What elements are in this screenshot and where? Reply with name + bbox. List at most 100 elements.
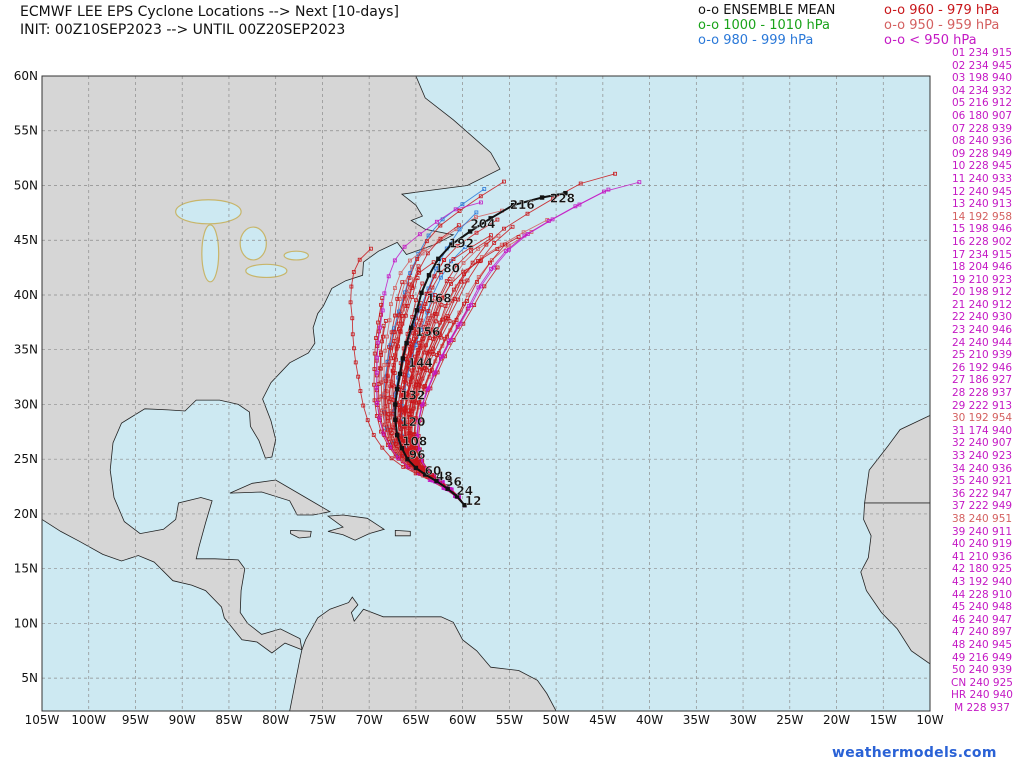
member-point xyxy=(412,449,417,454)
member-point xyxy=(393,286,397,290)
legend-980-999: o-o 980 - 999 hPa xyxy=(698,33,814,48)
mean-track-point xyxy=(539,195,545,200)
member-entry: 38 240 951 xyxy=(951,512,1013,525)
lat-tick-label: 55N xyxy=(14,124,38,138)
member-entry: 24 240 944 xyxy=(951,336,1013,349)
member-point xyxy=(381,391,386,396)
member-point xyxy=(478,194,483,199)
member-entry: 13 240 913 xyxy=(951,198,1013,211)
member-point xyxy=(484,242,489,247)
member-point xyxy=(412,362,416,367)
member-point xyxy=(445,334,450,339)
member-point xyxy=(407,275,412,280)
member-point xyxy=(414,383,418,388)
member-point xyxy=(465,292,470,297)
ensemble-member-list: 01 234 915 02 234 945 03 198 940 04 234 932… xyxy=(940,47,1024,714)
member-point xyxy=(503,242,507,247)
mean-track-point xyxy=(563,190,568,196)
chart-title: ECMWF LEE EPS Cyclone Locations --> Next… xyxy=(20,4,399,20)
great-lake xyxy=(175,199,242,225)
member-entry: 33 240 923 xyxy=(951,450,1013,462)
member-entry: 34 240 936 xyxy=(951,462,1013,475)
member-point xyxy=(434,266,438,271)
legend-below-950: o-o < 950 hPa xyxy=(884,33,977,48)
member-point xyxy=(381,406,386,411)
member-entry: 25 210 939 xyxy=(951,349,1013,362)
member-point xyxy=(412,456,417,461)
mean-track-point xyxy=(445,486,450,491)
member-point xyxy=(406,431,411,436)
member-point xyxy=(422,350,427,355)
landmass xyxy=(864,414,930,504)
forecast-hour-label: 36 xyxy=(445,475,462,489)
member-point xyxy=(403,448,408,453)
member-point xyxy=(409,436,414,441)
landmass xyxy=(394,529,411,537)
member-entry: 12 240 945 xyxy=(951,185,1013,198)
forecast-hour-label: 120 xyxy=(400,415,425,429)
member-entry: 09 228 949 xyxy=(951,147,1013,160)
member-point xyxy=(613,171,617,176)
member-point xyxy=(380,445,385,450)
lon-tick-label: 65W xyxy=(402,713,429,727)
member-point xyxy=(482,187,487,191)
member-point xyxy=(476,246,481,251)
lon-tick-label: 95W xyxy=(122,713,149,727)
member-entry: 14 192 958 xyxy=(951,210,1013,223)
member-point xyxy=(416,418,421,423)
forecast-hour-label: 48 xyxy=(436,470,453,484)
member-point xyxy=(455,263,459,268)
legend-960-979: o-o 960 - 979 hPa xyxy=(884,3,1000,18)
member-point xyxy=(398,405,403,410)
member-point xyxy=(406,360,411,365)
member-point xyxy=(350,316,355,321)
member-entry: 46 240 947 xyxy=(951,613,1013,626)
forecast-hour-label: 144 xyxy=(408,356,433,370)
member-point xyxy=(372,351,377,356)
member-point xyxy=(426,233,431,238)
member-point xyxy=(374,385,379,390)
member-point xyxy=(392,384,397,389)
mean-track-point xyxy=(395,432,400,438)
member-point xyxy=(357,257,362,262)
lon-tick-label: 100W xyxy=(71,713,106,727)
member-point xyxy=(516,235,521,239)
member-point xyxy=(459,279,463,284)
member-point xyxy=(400,280,405,285)
member-point xyxy=(419,318,424,323)
member-point xyxy=(427,336,432,340)
member-point xyxy=(430,313,435,318)
member-entry: 39 240 911 xyxy=(951,525,1013,538)
member-point xyxy=(420,281,425,286)
member-point xyxy=(385,373,390,378)
member-entry: 15 198 946 xyxy=(951,223,1013,236)
member-point xyxy=(425,361,430,366)
member-point xyxy=(430,285,435,290)
member-point xyxy=(432,334,437,338)
member-entry: 07 228 939 xyxy=(951,122,1013,135)
lon-tick-label: 60W xyxy=(449,713,476,727)
member-point xyxy=(353,360,358,365)
member-point xyxy=(450,277,455,282)
member-entry: 36 222 947 xyxy=(951,487,1013,500)
lat-tick-label: 50N xyxy=(14,178,38,192)
member-point xyxy=(444,279,449,284)
member-point xyxy=(382,363,387,367)
member-point xyxy=(423,384,427,388)
member-point xyxy=(407,408,411,413)
member-entry: 01 234 915 xyxy=(951,47,1013,59)
member-point xyxy=(374,414,379,418)
lon-tick-label: 75W xyxy=(309,713,336,727)
member-point xyxy=(466,304,471,308)
member-point xyxy=(388,444,393,449)
mean-track-point xyxy=(393,417,398,422)
member-entry: 49 216 949 xyxy=(951,651,1013,664)
member-point xyxy=(398,271,403,276)
lon-tick-label: 85W xyxy=(215,713,242,727)
mean-track-point xyxy=(413,465,419,471)
member-point xyxy=(407,258,412,263)
forecast-hour-label: 24 xyxy=(456,484,473,498)
member-point xyxy=(400,390,405,395)
member-entry: 20 198 912 xyxy=(951,286,1013,299)
